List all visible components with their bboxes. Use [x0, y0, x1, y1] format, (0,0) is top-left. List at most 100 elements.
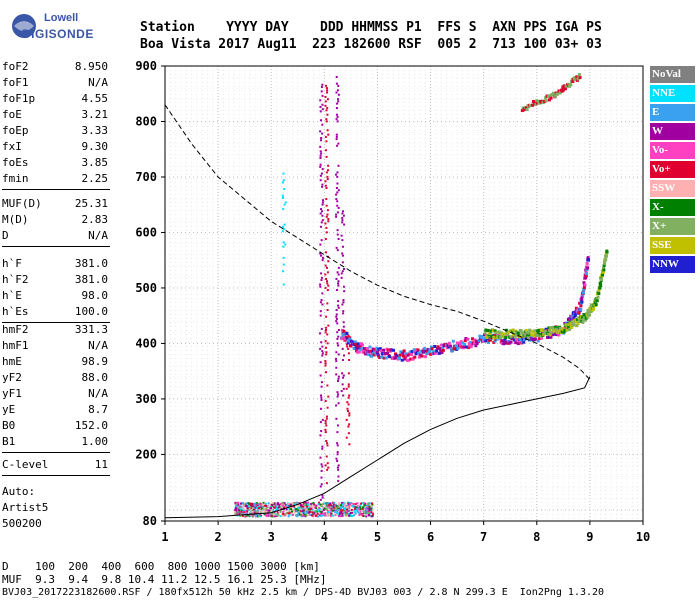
es-echo — [363, 504, 366, 507]
trace-echo — [605, 250, 609, 254]
es-echo — [355, 506, 358, 509]
echo-spike — [320, 396, 323, 399]
es-echo — [366, 508, 369, 511]
trace-echo — [342, 335, 346, 339]
trace-echo — [574, 319, 578, 323]
es-echo — [336, 511, 339, 514]
echo-spike — [320, 85, 323, 88]
trace-echo — [580, 300, 584, 304]
f-layer-traces — [340, 73, 609, 362]
param-key: hmF1 — [2, 339, 29, 352]
echo-spike — [324, 329, 327, 332]
trace-echo — [386, 351, 390, 355]
es-echo — [353, 509, 356, 512]
trace-echo — [549, 335, 553, 339]
es-echo — [312, 501, 315, 504]
es-echo — [356, 508, 359, 511]
echo-spike — [336, 200, 339, 203]
es-echo — [311, 508, 314, 511]
echo-spike — [348, 358, 351, 361]
es-echo — [318, 506, 321, 509]
param-value: 3.21 — [81, 108, 109, 121]
es-echo — [368, 507, 371, 510]
echo-spike — [341, 372, 344, 375]
trace-echo — [522, 338, 526, 342]
es-echo — [371, 503, 374, 506]
trace-echo — [484, 339, 488, 343]
es-echo — [266, 513, 269, 516]
es-echo — [305, 505, 308, 508]
param-value: 381.0 — [74, 257, 108, 270]
echo-spike — [282, 225, 285, 228]
es-echo — [287, 512, 290, 515]
echo-spike — [326, 169, 329, 172]
es-echo — [316, 512, 319, 515]
trace-echo — [544, 329, 548, 333]
es-echo — [341, 501, 344, 504]
es-echo — [313, 503, 316, 506]
es-echo — [330, 512, 333, 515]
es-echo — [307, 511, 310, 514]
es-echo — [320, 508, 323, 511]
trace-echo — [598, 286, 602, 290]
es-echo — [340, 510, 343, 513]
echo-spike — [320, 341, 323, 344]
trace-echo — [495, 337, 499, 341]
es-echo — [307, 503, 310, 506]
echo-spike — [337, 335, 340, 338]
es-echo — [342, 503, 345, 506]
echo-spike — [335, 113, 338, 116]
param-value: 8.7 — [88, 403, 108, 416]
trace-echo — [602, 264, 606, 268]
param-row: h`F 381.0 — [2, 257, 108, 271]
es-echo — [291, 513, 294, 516]
y-tick-label: 400 — [135, 336, 157, 350]
trace-echo — [429, 345, 433, 349]
echo-spike — [337, 380, 340, 383]
param-key: fxI — [2, 140, 22, 153]
es-echo — [249, 510, 252, 513]
echo-spike — [342, 210, 345, 213]
trace-echo — [398, 353, 402, 357]
es-echo — [315, 507, 318, 510]
echo-spike — [337, 164, 340, 167]
es-echo — [354, 507, 357, 510]
echo-spike — [336, 424, 339, 427]
trace-echo — [565, 328, 569, 332]
echo-spike — [319, 374, 322, 377]
trace-echo — [604, 258, 608, 262]
trace-echo — [591, 305, 595, 309]
es-echo — [262, 505, 265, 508]
echo-spike — [342, 285, 345, 288]
es-echo — [301, 510, 304, 513]
es-echo — [280, 502, 283, 505]
es-echo — [265, 510, 268, 513]
param-key: B1 — [2, 435, 16, 448]
es-echo — [274, 512, 277, 515]
echo-spike — [324, 184, 327, 187]
echo-spike — [282, 172, 285, 175]
trace-echo — [480, 335, 484, 339]
es-echo — [236, 513, 239, 516]
trace-echo — [433, 351, 437, 355]
param-separator — [2, 452, 110, 453]
trace-echo — [538, 101, 542, 105]
es-echo — [323, 507, 326, 510]
trace-echo — [528, 335, 532, 339]
param-row: h`E 98.0 — [2, 289, 108, 303]
echo-spike — [326, 384, 329, 387]
es-echo — [257, 505, 260, 508]
trace-echo — [585, 311, 589, 315]
es-echo — [329, 513, 332, 516]
es-echo — [245, 504, 248, 507]
es-echo — [309, 508, 312, 511]
echo-spike — [325, 277, 328, 280]
echo-spike — [337, 273, 340, 276]
trace-echo — [563, 87, 567, 91]
echo-spike — [336, 442, 339, 445]
trace-echo — [355, 344, 359, 348]
trace-echo — [524, 106, 528, 110]
param-value: 3.85 — [81, 156, 109, 169]
es-echo — [294, 514, 297, 517]
es-echo — [361, 507, 364, 510]
